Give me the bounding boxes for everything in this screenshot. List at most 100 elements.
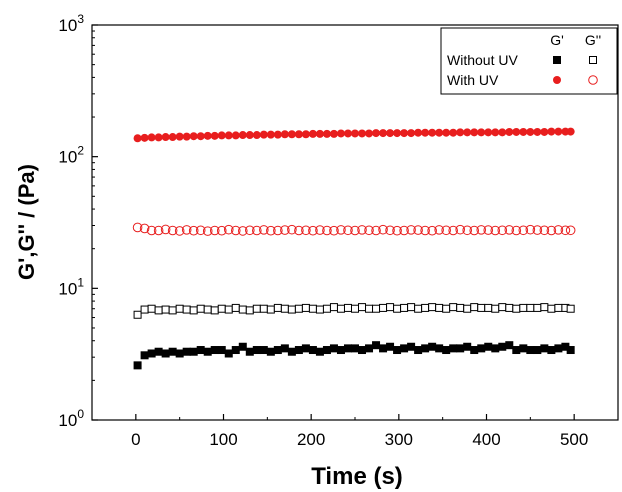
data-point xyxy=(525,224,536,235)
data-point xyxy=(470,128,479,137)
data-point xyxy=(470,303,479,312)
data-point xyxy=(231,346,240,355)
data-point xyxy=(393,346,402,355)
data-point xyxy=(400,303,409,312)
data-point xyxy=(175,304,184,313)
data-point xyxy=(301,130,310,139)
data-point xyxy=(175,349,184,358)
legend-marker xyxy=(553,76,561,84)
data-point xyxy=(442,346,451,355)
legend-row-label: Without UV xyxy=(447,52,518,68)
data-point xyxy=(308,129,317,138)
data-point xyxy=(168,133,177,142)
data-point xyxy=(393,304,402,313)
data-point xyxy=(511,225,522,236)
data-point xyxy=(546,225,557,236)
data-point xyxy=(386,342,395,351)
data-point xyxy=(365,304,374,313)
data-point xyxy=(223,224,234,235)
data-point xyxy=(413,225,423,235)
data-point xyxy=(238,305,247,314)
legend-marker xyxy=(588,75,598,85)
data-point xyxy=(364,225,374,236)
data-point xyxy=(280,304,289,313)
data-point xyxy=(526,303,535,312)
data-point xyxy=(379,344,388,353)
data-point xyxy=(280,225,290,235)
data-point xyxy=(483,225,494,235)
data-point xyxy=(442,128,451,137)
data-point xyxy=(561,342,570,351)
data-point xyxy=(224,305,233,314)
data-point xyxy=(224,349,233,358)
data-point xyxy=(259,225,269,235)
data-point xyxy=(533,127,542,136)
data-point xyxy=(210,346,219,355)
data-point xyxy=(231,303,240,312)
data-point xyxy=(399,225,409,236)
data-point xyxy=(280,344,289,353)
data-point xyxy=(189,306,198,315)
data-point xyxy=(505,303,514,312)
data-point xyxy=(174,226,185,236)
data-point xyxy=(196,132,205,141)
data-point xyxy=(252,225,262,236)
data-point xyxy=(287,305,296,314)
data-point xyxy=(477,128,486,137)
data-point xyxy=(449,344,458,353)
y-tick-label: 101 xyxy=(58,275,84,298)
data-point xyxy=(372,129,381,138)
y-axis: 100 101 102 103 xyxy=(58,12,98,430)
data-point xyxy=(532,225,543,235)
data-point xyxy=(182,347,191,356)
data-point xyxy=(484,342,493,351)
data-point xyxy=(463,342,472,351)
data-point xyxy=(358,129,367,138)
data-point xyxy=(217,131,226,140)
data-point xyxy=(547,304,556,313)
data-point xyxy=(287,347,296,356)
data-point xyxy=(301,225,311,236)
data-point xyxy=(427,225,437,236)
data-point xyxy=(540,303,549,312)
data-point xyxy=(379,303,388,312)
data-point xyxy=(565,225,576,236)
data-point xyxy=(442,304,451,313)
data-point xyxy=(491,304,500,313)
legend-column-header: G'' xyxy=(585,32,601,48)
data-point xyxy=(273,225,283,236)
data-point xyxy=(280,130,289,139)
data-point xyxy=(266,225,276,236)
x-axis: 0 100 200 300 400 500 xyxy=(91,414,619,449)
series-1 xyxy=(133,303,575,319)
data-point xyxy=(210,131,219,140)
data-point xyxy=(315,305,324,314)
data-point xyxy=(294,346,303,355)
data-point xyxy=(547,127,556,136)
data-point xyxy=(245,306,254,315)
data-point xyxy=(449,303,458,312)
data-point xyxy=(448,225,458,236)
data-point xyxy=(498,128,507,137)
data-point xyxy=(407,303,416,312)
data-point xyxy=(182,305,191,314)
data-point xyxy=(505,341,514,350)
x-tick-label: 200 xyxy=(297,430,325,449)
data-point xyxy=(181,225,192,235)
legend-box xyxy=(440,27,618,95)
data-point xyxy=(358,346,367,355)
data-point xyxy=(273,303,282,312)
data-point xyxy=(343,129,352,138)
data-point xyxy=(294,130,303,139)
data-point xyxy=(428,128,437,137)
data-point xyxy=(512,304,521,313)
data-point xyxy=(469,225,480,236)
data-point xyxy=(490,225,501,236)
data-point xyxy=(336,346,345,355)
data-point xyxy=(301,303,310,312)
data-point xyxy=(435,303,444,312)
data-point xyxy=(456,344,465,353)
data-point xyxy=(406,225,416,235)
data-point xyxy=(435,128,444,137)
